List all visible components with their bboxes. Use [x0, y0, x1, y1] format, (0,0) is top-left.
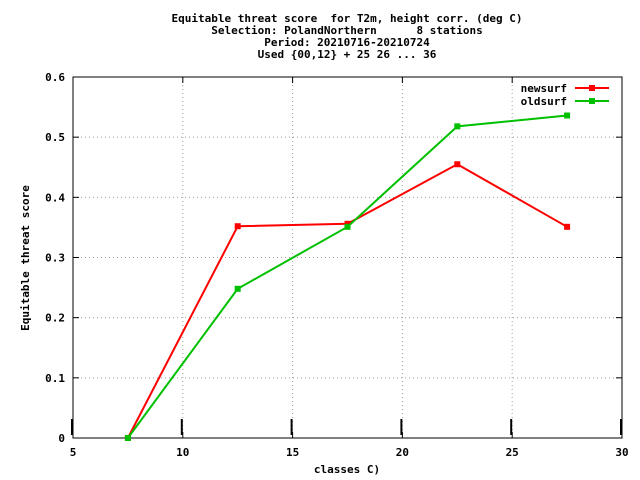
x-tick-label: 30	[615, 446, 628, 459]
data-point-newsurf	[234, 223, 241, 230]
x-tick-label: 20	[396, 446, 409, 459]
legend-swatch-marker	[589, 85, 595, 91]
series-line-newsurf	[127, 163, 568, 439]
legend-swatch-marker	[589, 98, 595, 104]
baseline-markers	[71, 419, 622, 435]
data-point-oldsurf	[124, 435, 131, 441]
title-line: Selection: PolandNorthern 8 stations	[211, 24, 483, 37]
x-tick-label: 5	[70, 446, 77, 459]
data-point-newsurf	[454, 161, 461, 168]
data-point-oldsurf	[454, 123, 461, 130]
title-line: Period: 20210716-20210724	[264, 36, 430, 49]
y-axis-label: Equitable threat score	[19, 185, 32, 331]
y-tick-label: 0.2	[45, 312, 65, 325]
series	[124, 112, 571, 441]
series-line-oldsurf	[127, 114, 568, 439]
data-point-oldsurf	[344, 223, 351, 230]
y-axis-ticks: 0 0.1 0.2 0.3 0.4 0.5 0.6	[45, 71, 622, 445]
y-tick-label: 0.3	[45, 252, 65, 265]
y-tick-label: 0.4	[45, 191, 65, 204]
x-axis-label: classes C)	[314, 463, 380, 476]
y-tick-label: 0.5	[45, 131, 65, 144]
y-tick-label: 0	[58, 432, 65, 445]
y-tick-label: 0.1	[45, 372, 65, 385]
x-tick-label: 15	[286, 446, 299, 459]
data-point-newsurf	[564, 223, 571, 230]
data-point-oldsurf	[234, 285, 241, 292]
y-tick-label: 0.6	[45, 71, 65, 84]
data-point-oldsurf	[564, 112, 571, 119]
title-line: Equitable threat score for T2m, height c…	[172, 12, 523, 25]
x-tick-label: 25	[506, 446, 519, 459]
chart-title: Equitable threat score for T2m, height c…	[172, 12, 523, 61]
legend-label: oldsurf	[521, 95, 567, 108]
legend-label: newsurf	[521, 82, 567, 95]
x-tick-label: 10	[176, 446, 189, 459]
data-point-newsurf	[344, 220, 351, 227]
title-line: Used {00,12} + 25 26 ... 36	[258, 48, 437, 61]
